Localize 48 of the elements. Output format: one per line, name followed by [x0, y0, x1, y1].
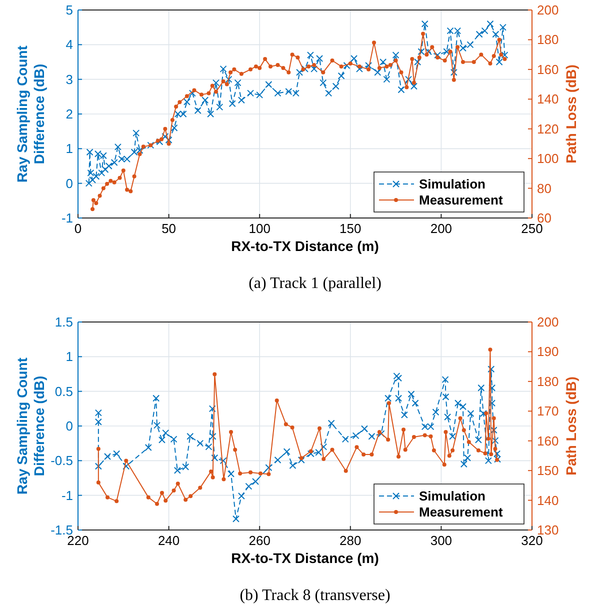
y-tick-label: 5 — [66, 2, 73, 18]
y2-tick-label: 180 — [537, 32, 559, 48]
y-tick-label: 0.5 — [54, 384, 73, 399]
legend-label: Simulation — [419, 176, 486, 192]
y2-tick-label: 170 — [537, 404, 559, 419]
y-tick-label: -1 — [61, 210, 73, 226]
x-tick-label: 280 — [340, 533, 362, 548]
y2-tick-label: 140 — [537, 492, 559, 508]
y-tick-label: 1 — [66, 349, 73, 364]
x-tick-label: 260 — [248, 533, 270, 548]
x-tick-label: 200 — [430, 221, 452, 236]
x-tick-label: 150 — [340, 221, 362, 236]
y2-tick-label: 120 — [537, 121, 559, 136]
legend-label: Simulation — [419, 488, 486, 504]
y2-tick-label: 200 — [537, 314, 559, 330]
y-tick-label: 4 — [66, 37, 73, 52]
x-axis-title: RX-to-TX Distance (m) — [231, 238, 379, 254]
y2-tick-label: 80 — [537, 180, 552, 196]
y2-tick-label: 150 — [537, 463, 559, 478]
y-tick-label: -0.5 — [50, 453, 73, 468]
y2-tick-label: 190 — [537, 344, 559, 360]
x-tick-label: 50 — [162, 221, 176, 236]
y-tick-label: -1 — [61, 488, 73, 503]
y2-tick-label: 160 — [537, 62, 559, 77]
x-axis-title: RX-to-TX Distance (m) — [231, 550, 379, 566]
legend-label: Measurement — [419, 192, 504, 208]
x-tick-label: 100 — [248, 221, 270, 236]
y-tick-label: 3 — [66, 72, 73, 87]
y-tick-label: 1 — [66, 141, 73, 156]
y2-axis-title: Path Loss (dB) — [563, 64, 579, 164]
y2-tick-label: 200 — [537, 2, 559, 18]
x-tick-label: 240 — [158, 533, 180, 548]
legend-label: Measurement — [419, 504, 504, 520]
y-tick-label: 2 — [66, 106, 73, 122]
y2-tick-label: 100 — [537, 151, 559, 166]
y-axis-title: Ray Sampling Count Difference (dB) — [14, 357, 47, 494]
text: (a) Track 1 (parallel) — [248, 275, 382, 292]
text: (b) Track 8 (transverse) — [240, 587, 390, 604]
y2-axis-title: Path Loss (dB) — [563, 376, 579, 476]
x-tick-label: 320 — [521, 533, 543, 548]
y-axis-title: Ray Sampling Count Difference (dB) — [14, 45, 47, 182]
y-tick-label: 1.5 — [54, 314, 73, 330]
y-tick-label: 0 — [66, 418, 73, 434]
y-tick-label: 0 — [66, 176, 73, 191]
y2-tick-label: 180 — [537, 374, 559, 389]
y2-tick-label: 160 — [537, 433, 559, 448]
y2-tick-label: 140 — [537, 92, 559, 107]
x-tick-label: 300 — [430, 533, 452, 548]
